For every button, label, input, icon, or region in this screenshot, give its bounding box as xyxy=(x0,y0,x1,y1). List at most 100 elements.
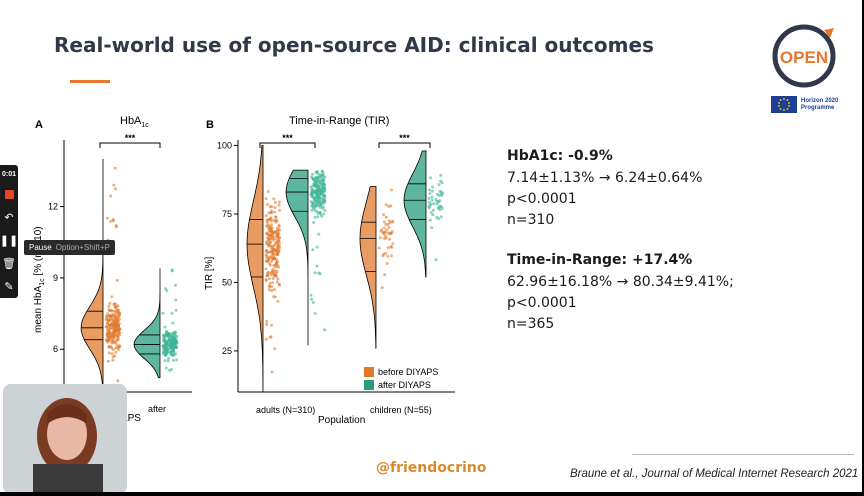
panel-b-point-after xyxy=(437,183,441,187)
undo-button[interactable]: ↶ xyxy=(0,206,18,229)
panel-b-point-after xyxy=(435,199,439,203)
pause-button[interactable]: ❚❚ xyxy=(0,229,18,252)
panel-a-point-after xyxy=(164,366,168,370)
panel-b-point-after xyxy=(315,170,319,173)
panel-b-point-before xyxy=(271,250,275,253)
panel-a-point-before xyxy=(114,350,118,354)
panel-b-point-before xyxy=(271,268,275,271)
panel-a-point-after xyxy=(164,354,168,357)
panel-b-point-after xyxy=(310,188,314,192)
panel-b-point-before xyxy=(386,254,390,258)
panel-b-point-after xyxy=(321,205,325,209)
title-accent-bar xyxy=(70,80,110,83)
panel-b-point-after xyxy=(312,183,316,187)
panel-b-point-before xyxy=(271,235,275,239)
trash-icon: 🗑 xyxy=(2,258,16,270)
tooltip-shortcut: Option+Shift+P xyxy=(55,243,110,252)
panel-a-point-after xyxy=(169,342,173,346)
panel-a-point-after xyxy=(171,321,175,325)
panel-b-point-before xyxy=(386,246,390,250)
panel-a-point-before xyxy=(107,351,111,355)
tir-pvalue: p<0.0001 xyxy=(507,295,577,311)
legend-item-before: before DIYAPS xyxy=(364,365,438,378)
panel-b-point-after xyxy=(428,188,431,192)
panel-a-point-before xyxy=(108,319,111,323)
eu-programme-text: Horizon 2020 Programme xyxy=(801,97,839,111)
panel-b-point-before xyxy=(270,370,274,374)
panel-b-point-after xyxy=(311,248,315,252)
panel-b-point-after xyxy=(431,213,435,217)
panel-b-point-before xyxy=(270,270,274,274)
panel-b-point-before xyxy=(382,220,386,224)
panel-b-point-before xyxy=(271,247,275,251)
panel-b-point-after xyxy=(431,185,435,189)
panel-a-point-before xyxy=(116,338,120,342)
panel-a-point-after xyxy=(175,340,179,344)
panel-a-point-before xyxy=(109,194,113,198)
panel-b-point-before xyxy=(264,214,268,218)
panel-b-point-before xyxy=(264,259,268,263)
panel-b-point-before xyxy=(390,220,394,224)
panel-b-point-after xyxy=(318,210,322,214)
panel-a-point-before xyxy=(107,331,111,335)
panel-b-ytick-label: 25 xyxy=(222,346,232,356)
panel-a-point-before xyxy=(117,348,121,351)
panel-b-point-after xyxy=(309,200,313,203)
stop-icon xyxy=(4,190,14,199)
panel-b-point-before xyxy=(270,205,274,209)
panel-a-point-before xyxy=(111,218,115,221)
delete-button[interactable]: 🗑 xyxy=(0,252,18,275)
citation: Braune et al., Journal of Medical Intern… xyxy=(570,468,858,480)
panel-b-point-after xyxy=(314,204,317,208)
panel-a-ytick-label: 9 xyxy=(53,273,58,283)
panel-a-point-after xyxy=(171,334,175,338)
undo-icon: ↶ xyxy=(4,212,14,224)
panel-a-ytick-label: 6 xyxy=(53,344,58,354)
panel-a-point-after xyxy=(169,352,173,356)
panel-b-point-after xyxy=(311,206,315,210)
panel-b-point-before xyxy=(266,258,270,262)
panel-b-point-after xyxy=(316,215,320,219)
panel-b-point-before xyxy=(277,203,281,207)
panel-b-point-after xyxy=(311,177,315,181)
panel-a-point-after xyxy=(171,358,175,362)
panel-a-xtick-after: after xyxy=(148,404,167,414)
panel-a-point-after xyxy=(167,334,171,338)
panel-b-point-after xyxy=(316,172,320,176)
panel-b-point-after xyxy=(320,178,324,181)
panel-b-point-after xyxy=(429,176,432,180)
hba1c-change: 7.14±1.13% → 6.24±0.64% xyxy=(507,170,703,186)
panel-b-point-before xyxy=(268,263,272,267)
panel-b-point-before xyxy=(274,230,278,234)
panel-a-point-before xyxy=(108,301,112,305)
panel-b-point-after xyxy=(310,297,314,301)
panel-b-point-before xyxy=(273,201,277,204)
panel-a-point-after xyxy=(168,368,172,372)
panel-a-point-before xyxy=(118,345,122,349)
panel-a-point-after xyxy=(163,335,167,339)
panel-b-point-after xyxy=(440,193,444,197)
panel-a-point-after xyxy=(162,344,166,347)
stop-recording-button[interactable] xyxy=(0,183,18,206)
panel-b-point-before xyxy=(266,232,270,236)
panel-b-point-before xyxy=(278,228,282,232)
panel-a-point-after xyxy=(174,298,178,302)
panel-b-point-after xyxy=(310,204,314,208)
panel-b-point-before xyxy=(277,265,281,269)
panel-b-sig-label: *** xyxy=(282,133,293,143)
panel-b-point-before xyxy=(264,267,268,271)
tir-change: 62.96±16.18% → 80.34±9.41%; xyxy=(507,274,734,290)
panel-a-point-after xyxy=(163,348,167,352)
panel-b-point-after xyxy=(315,191,319,195)
panel-a-point-before xyxy=(111,355,115,359)
panel-b-point-before xyxy=(271,244,275,248)
panel-b-point-before xyxy=(271,230,275,234)
panel-b-point-after xyxy=(434,258,438,262)
panel-b-point-before xyxy=(387,226,391,229)
panel-b-point-before xyxy=(276,280,279,284)
panel-a-point-before xyxy=(104,325,108,329)
panel-b-point-before xyxy=(267,271,270,275)
draw-button[interactable]: ✎ xyxy=(0,275,18,298)
panel-a-point-after xyxy=(162,350,166,354)
panel-a-point-before xyxy=(117,322,121,326)
